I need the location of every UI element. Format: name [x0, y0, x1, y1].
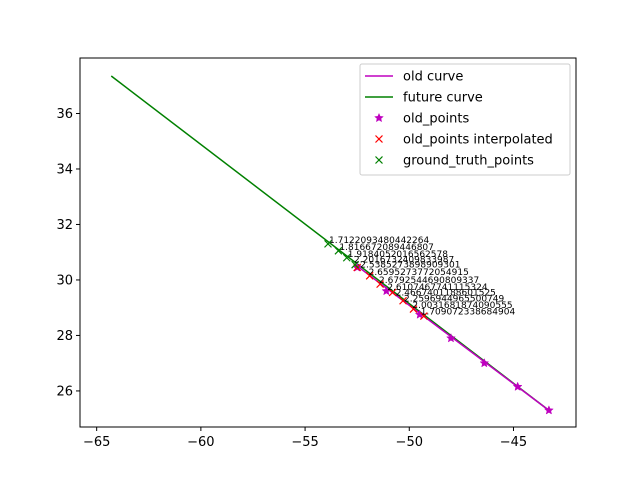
- old-points-interpolated-point-6: [419, 312, 428, 320]
- y-tick-label: 34: [56, 162, 73, 177]
- ground-truth-points-point-3: [351, 260, 360, 269]
- y-axis: 26 28 30 32 34 36: [56, 107, 80, 399]
- old-points-point-4: [479, 358, 490, 368]
- x-tick-label: −50: [396, 435, 423, 450]
- series-markers: [324, 239, 554, 415]
- point-annotation-10: 2.0031681874090555: [412, 301, 512, 311]
- legend-swatch-old-points-interpolated-point-0: [375, 135, 383, 143]
- y-tick-label: 28: [56, 329, 73, 344]
- x-tick-label: −65: [83, 435, 110, 450]
- legend-box: [359, 63, 571, 176]
- legend-label-old-points: old_points: [403, 112, 469, 127]
- x-axis: −65 −60 −55 −50 −45: [83, 427, 527, 450]
- old-points-interpolated-point-5: [409, 305, 418, 314]
- x-tick-label: −60: [187, 435, 214, 450]
- legend-swatch-ground-truth-points-point-0: [375, 156, 383, 164]
- ground-truth-points-point-2: [342, 253, 351, 262]
- y-tick-label: 36: [56, 107, 73, 122]
- old-points-point-3: [446, 333, 456, 343]
- point-annotation-9: 2.2596944965500749: [404, 295, 504, 305]
- old-points-interpolated-point-4: [399, 296, 407, 305]
- y-tick-label: 32: [56, 218, 73, 233]
- point-annotation-7: 2.6107467741115324: [387, 283, 487, 293]
- legend-label-old-curve: old curve: [403, 70, 463, 85]
- old-points-point-2: [414, 309, 425, 319]
- legend-swatch-old-points-point-0: [374, 112, 384, 123]
- old-points-interpolated-point-1: [365, 271, 374, 280]
- point-annotation-11: 1.709072338684904: [421, 307, 516, 317]
- old-points-interpolated-point-3: [388, 288, 397, 297]
- point-annotation-1: 1.816672089446807: [339, 243, 433, 253]
- old-points-point-5: [512, 381, 523, 391]
- point-annotation-5: 2.6595273772054915: [369, 268, 469, 278]
- point-annotation-8: 2.4667401188601525: [396, 289, 496, 299]
- y-tick-label: 26: [56, 384, 73, 399]
- point-annotation-0: 1.7122093480442264: [329, 236, 429, 246]
- legend-label-future-curve: future curve: [403, 91, 483, 106]
- old-points-point-6: [544, 405, 554, 415]
- point-annotation-4: 2.5385273898909301: [360, 260, 460, 270]
- legend: old curve future curve old_points old_point…: [359, 63, 571, 176]
- legend-label-ground-truth-points: ground_truth_points: [403, 154, 534, 169]
- ground-truth-points-point-1: [334, 246, 343, 255]
- point-annotations: 1.71220934804422641.8166720894468071.918…: [329, 236, 515, 318]
- x-tick-label: −45: [500, 435, 527, 450]
- y-tick-label: 30: [56, 273, 73, 288]
- plot-frame: [79, 57, 577, 428]
- point-annotation-6: 2.6792544690809337: [379, 276, 479, 286]
- point-annotation-2: 1.9184052016562578: [348, 250, 448, 260]
- point-annotation-3: 2.2016732409833987: [354, 255, 454, 265]
- legend-label-old-points-interpolated: old_points interpolated: [403, 133, 553, 148]
- old-points-interpolated-point-2: [376, 280, 385, 289]
- ground-truth-points-point-0: [324, 239, 332, 248]
- x-tick-label: −55: [291, 435, 318, 450]
